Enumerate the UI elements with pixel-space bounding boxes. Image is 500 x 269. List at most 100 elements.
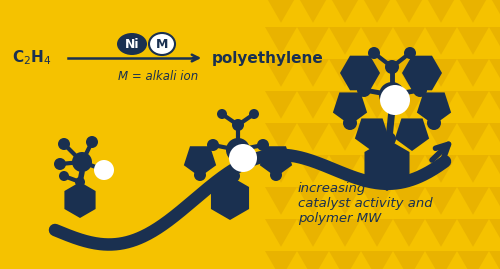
Circle shape [404, 47, 416, 59]
Polygon shape [457, 187, 489, 215]
Text: Ni: Ni [125, 37, 139, 51]
Polygon shape [329, 187, 361, 215]
Polygon shape [457, 0, 489, 23]
Text: C$_2$H$_4$: C$_2$H$_4$ [12, 49, 51, 67]
Polygon shape [457, 59, 489, 87]
Polygon shape [457, 123, 489, 151]
Text: increasing: increasing [298, 182, 366, 195]
Polygon shape [297, 187, 329, 215]
Polygon shape [457, 27, 489, 55]
Polygon shape [393, 27, 425, 55]
Polygon shape [457, 155, 489, 183]
Polygon shape [425, 219, 457, 247]
Polygon shape [361, 123, 393, 151]
Polygon shape [184, 146, 216, 177]
Polygon shape [340, 56, 380, 90]
Circle shape [382, 132, 396, 146]
Text: polyethylene: polyethylene [212, 51, 324, 65]
Polygon shape [489, 123, 500, 151]
Polygon shape [489, 27, 500, 55]
Circle shape [54, 158, 66, 170]
Circle shape [59, 171, 69, 181]
Polygon shape [329, 155, 361, 183]
Polygon shape [457, 219, 489, 247]
Circle shape [368, 47, 380, 59]
Text: M = alkali ion: M = alkali ion [118, 70, 198, 83]
Circle shape [72, 152, 92, 172]
Polygon shape [329, 91, 361, 119]
Polygon shape [361, 187, 393, 215]
Circle shape [385, 60, 399, 74]
Polygon shape [211, 176, 249, 220]
Polygon shape [265, 59, 297, 87]
Polygon shape [361, 251, 393, 269]
Polygon shape [265, 123, 297, 151]
Polygon shape [457, 251, 489, 269]
Polygon shape [297, 219, 329, 247]
Polygon shape [395, 118, 429, 151]
Polygon shape [457, 91, 489, 119]
Polygon shape [425, 0, 457, 23]
Polygon shape [425, 187, 457, 215]
Polygon shape [425, 123, 457, 151]
Polygon shape [425, 27, 457, 55]
Polygon shape [393, 0, 425, 23]
Polygon shape [265, 155, 297, 183]
Polygon shape [265, 27, 297, 55]
Polygon shape [361, 59, 393, 87]
Text: M: M [156, 37, 168, 51]
Ellipse shape [149, 33, 175, 55]
Polygon shape [402, 56, 442, 90]
Polygon shape [297, 251, 329, 269]
Circle shape [270, 169, 282, 181]
Circle shape [380, 85, 410, 115]
Polygon shape [297, 155, 329, 183]
Circle shape [357, 83, 371, 97]
Text: polymer MW: polymer MW [298, 212, 382, 225]
Circle shape [249, 109, 259, 119]
Circle shape [58, 138, 70, 150]
Polygon shape [489, 59, 500, 87]
Polygon shape [329, 123, 361, 151]
Ellipse shape [117, 33, 147, 55]
Polygon shape [361, 27, 393, 55]
Polygon shape [329, 0, 361, 23]
Circle shape [94, 160, 114, 180]
Polygon shape [64, 182, 96, 218]
Polygon shape [489, 91, 500, 119]
Text: catalyst activity and: catalyst activity and [298, 197, 432, 210]
Polygon shape [297, 123, 329, 151]
Circle shape [413, 83, 427, 97]
Polygon shape [393, 59, 425, 87]
Circle shape [427, 116, 441, 130]
Circle shape [194, 169, 206, 181]
Polygon shape [425, 155, 457, 183]
Circle shape [217, 109, 227, 119]
Polygon shape [297, 0, 329, 23]
Polygon shape [425, 251, 457, 269]
Circle shape [379, 82, 405, 108]
Circle shape [75, 177, 85, 187]
Polygon shape [297, 27, 329, 55]
Circle shape [343, 116, 357, 130]
Polygon shape [361, 91, 393, 119]
Polygon shape [489, 251, 500, 269]
Polygon shape [329, 251, 361, 269]
Polygon shape [361, 0, 393, 23]
Polygon shape [393, 155, 425, 183]
Polygon shape [329, 219, 361, 247]
Polygon shape [489, 155, 500, 183]
Polygon shape [393, 91, 425, 119]
Polygon shape [361, 155, 393, 183]
Polygon shape [393, 251, 425, 269]
Polygon shape [489, 219, 500, 247]
Polygon shape [260, 146, 292, 177]
Polygon shape [425, 91, 457, 119]
Circle shape [226, 138, 250, 162]
Polygon shape [265, 251, 297, 269]
Circle shape [229, 144, 257, 172]
Polygon shape [265, 219, 297, 247]
Circle shape [228, 170, 240, 182]
Polygon shape [489, 187, 500, 215]
Polygon shape [329, 59, 361, 87]
